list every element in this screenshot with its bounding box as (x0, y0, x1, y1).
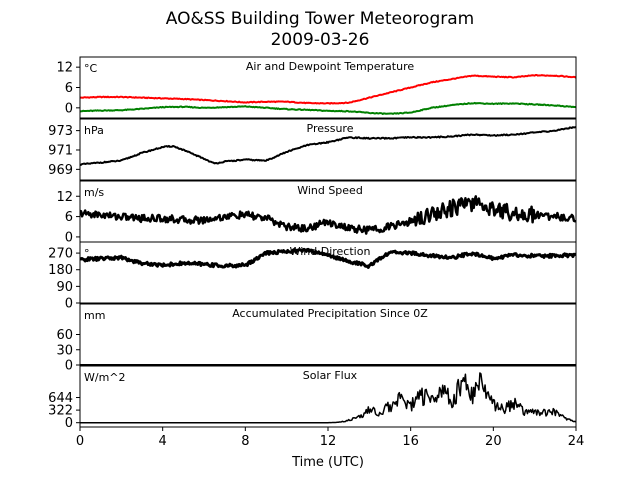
y-tick-label-5-0: 0 (65, 416, 73, 431)
y-tick-label-4-2: 60 (56, 328, 73, 343)
panel-0: 0 6 12 Air and Dewpoint Temperature °C (56, 56, 577, 119)
y-tick-label-0-1: 6 (65, 81, 73, 96)
y-tick-label-2-0: 0 (65, 230, 73, 245)
figure-title-line2: 2009-03-26 (271, 30, 370, 50)
panel-title-0: Air and Dewpoint Temperature (246, 60, 414, 73)
panel-unit-4: mm (84, 309, 105, 322)
series-line-3-0 (80, 247, 576, 269)
y-tick-label-4-0: 0 (65, 359, 73, 374)
panel-title-3: Wind Direction (290, 245, 371, 258)
panel-title-5: Solar Flux (303, 369, 358, 382)
x-tick-label-4: 16 (402, 434, 419, 449)
series-line-0-1 (80, 101, 576, 115)
y-tick-label-1-2: 973 (48, 124, 73, 139)
y-tick-label-5-2: 644 (48, 391, 73, 406)
series-line-0-0 (80, 73, 576, 105)
series-line-2-0 (80, 195, 576, 235)
panel-unit-5: W/m^2 (84, 371, 126, 384)
y-tick-label-3-3: 270 (48, 247, 73, 262)
panel-unit-2: m/s (84, 186, 104, 199)
panel-unit-0: °C (84, 62, 98, 75)
y-tick-label-3-0: 0 (65, 297, 73, 312)
panel-title-2: Wind Speed (297, 184, 363, 197)
y-tick-label-5-1: 322 (48, 404, 73, 419)
y-tick-label-1-1: 971 (48, 143, 73, 158)
x-axis-label: Time (UTC) (291, 455, 364, 470)
y-tick-label-2-1: 6 (65, 210, 73, 225)
panel-frame-3 (79, 241, 577, 304)
panel-1: 969 971 973 Pressure hPa (48, 118, 577, 181)
x-tick-label-3: 12 (320, 434, 337, 449)
y-tick-label-3-2: 180 (48, 263, 73, 278)
series-line-1-0 (80, 126, 576, 167)
x-tick-label-2: 8 (241, 434, 249, 449)
y-tick-label-0-2: 12 (56, 61, 73, 76)
panel-title-1: Pressure (307, 122, 354, 135)
y-tick-label-0-0: 0 (65, 101, 73, 116)
x-tick-label-6: 24 (568, 434, 585, 449)
panels-group: 0 6 12 Air and Dewpoint Temperature °C 969 971… (48, 56, 577, 431)
y-tick-label-4-1: 30 (56, 343, 73, 358)
x-tick-label-0: 0 (76, 434, 84, 449)
y-tick-label-1-0: 969 (48, 163, 73, 178)
x-axis: 0 4 8 12 16 20 24 (76, 427, 584, 449)
x-tick-label-1: 4 (159, 434, 167, 449)
panel-2: 0 6 12 Wind Speed m/s (56, 180, 577, 245)
series-line-5-0 (80, 372, 576, 424)
y-tick-label-2-2: 12 (56, 190, 73, 205)
figure-title-line1: AO&SS Building Tower Meteorogram (166, 9, 474, 29)
x-tick-label-5: 20 (485, 434, 502, 449)
panel-unit-3: ° (84, 247, 90, 260)
y-tick-label-3-1: 90 (56, 280, 73, 295)
panel-title-4: Accumulated Precipitation Since 0Z (232, 307, 428, 320)
panel-unit-1: hPa (84, 124, 104, 137)
